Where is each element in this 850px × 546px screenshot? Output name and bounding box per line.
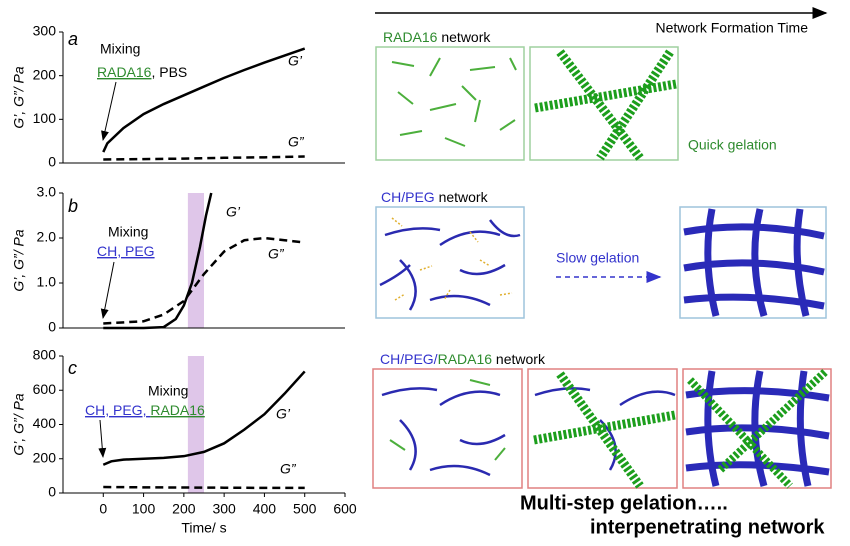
text-part: network (492, 351, 546, 367)
panel-letter: b (68, 196, 78, 216)
text-part: RADA16 (438, 351, 493, 367)
text-part: CH/PEG (381, 189, 435, 205)
rods (534, 49, 677, 161)
series-line (103, 192, 213, 330)
x-tick-label: 400 (253, 501, 277, 517)
box (682, 368, 832, 489)
text-part: network (437, 29, 491, 45)
highlight-band (187, 356, 204, 493)
fibrils (391, 57, 517, 147)
y-tick-label: 800 (33, 347, 57, 363)
network (685, 370, 830, 487)
fibrils (389, 379, 506, 461)
annotation: Mixing (100, 41, 140, 57)
series-line (102, 370, 306, 466)
box (375, 46, 525, 161)
slow-label: Slow gelation (556, 250, 639, 266)
annotation-arrow (101, 81, 117, 141)
text-part: , PBS (151, 64, 187, 80)
box (375, 206, 525, 319)
row-title: CH/PEG network (381, 189, 489, 205)
y-tick-label: 200 (33, 449, 57, 465)
time-label: Network Formation Time (656, 20, 809, 36)
y-tick-label: 0 (48, 319, 56, 335)
x-tick-label: 100 (132, 501, 156, 517)
box (679, 206, 827, 319)
box (527, 368, 678, 489)
annotation: Mixing (148, 383, 188, 399)
x-tick-label: 200 (172, 501, 196, 517)
rods (687, 369, 828, 489)
box (372, 368, 523, 489)
illustrations (372, 7, 832, 489)
y-axis-label: G’, G”/ Pa (11, 66, 27, 128)
x-tick-label: 0 (99, 501, 107, 517)
y-axis-label: G’, G”/ Pa (11, 229, 27, 291)
y-tick-label: 300 (33, 23, 57, 39)
panel-letter: a (68, 29, 78, 49)
text-part: RADA16 (97, 64, 152, 80)
y-tick-label: 400 (33, 415, 57, 431)
series-line (103, 485, 305, 490)
text-part: network (435, 189, 489, 205)
text-part: RADA16 (150, 402, 205, 418)
x-axis-label: Time/ s (181, 520, 226, 536)
annotation-arrow (98, 419, 107, 458)
y-axis-label: G’, G”/ Pa (11, 393, 27, 455)
row-title: RADA16 network (383, 29, 491, 45)
text-part: CH, PEG (97, 243, 155, 259)
series-line (103, 155, 305, 161)
components: CH, PEG, RADA16 (85, 402, 205, 418)
series-line (103, 236, 305, 325)
y-tick-label: 0 (48, 154, 56, 170)
series-label: G’ (276, 406, 291, 422)
annotation: Mixing (108, 224, 148, 240)
y-tick-label: 600 (33, 381, 57, 397)
panel-letter: c (68, 358, 77, 378)
series-label: G” (288, 134, 305, 150)
x-tick-label: 300 (212, 501, 236, 517)
series-line (102, 47, 306, 153)
conclusion: Multi-step gelation….. (520, 492, 728, 514)
y-tick-label: 100 (33, 110, 57, 126)
x-tick-label: 500 (293, 501, 317, 517)
chains (381, 387, 506, 477)
y-tick-label: 1.0 (37, 274, 57, 290)
annotation-arrow (100, 261, 115, 319)
row-title: CH/PEG/RADA16 network (380, 351, 546, 367)
text-part: CH, PEG, (85, 402, 150, 418)
series-label: G’ (226, 204, 241, 220)
y-tick-label: 0 (48, 484, 56, 500)
series-label: G” (268, 246, 285, 262)
quick-label: Quick gelation (688, 137, 777, 153)
chains (379, 219, 521, 311)
series-label: G” (280, 461, 297, 477)
x-tick-label: 600 (333, 501, 357, 517)
rods (533, 371, 676, 489)
y-tick-label: 3.0 (37, 184, 57, 200)
network (683, 208, 825, 317)
y-tick-label: 2.0 (37, 229, 57, 245)
peg (391, 217, 513, 301)
components: RADA16, PBS (97, 64, 187, 80)
series-label: G’ (288, 53, 303, 69)
text-part: RADA16 (383, 29, 438, 45)
y-tick-label: 200 (33, 66, 57, 82)
components: CH, PEG (97, 243, 155, 259)
text-part: CH/PEG/ (380, 351, 438, 367)
conclusion: interpenetrating network (590, 516, 825, 538)
